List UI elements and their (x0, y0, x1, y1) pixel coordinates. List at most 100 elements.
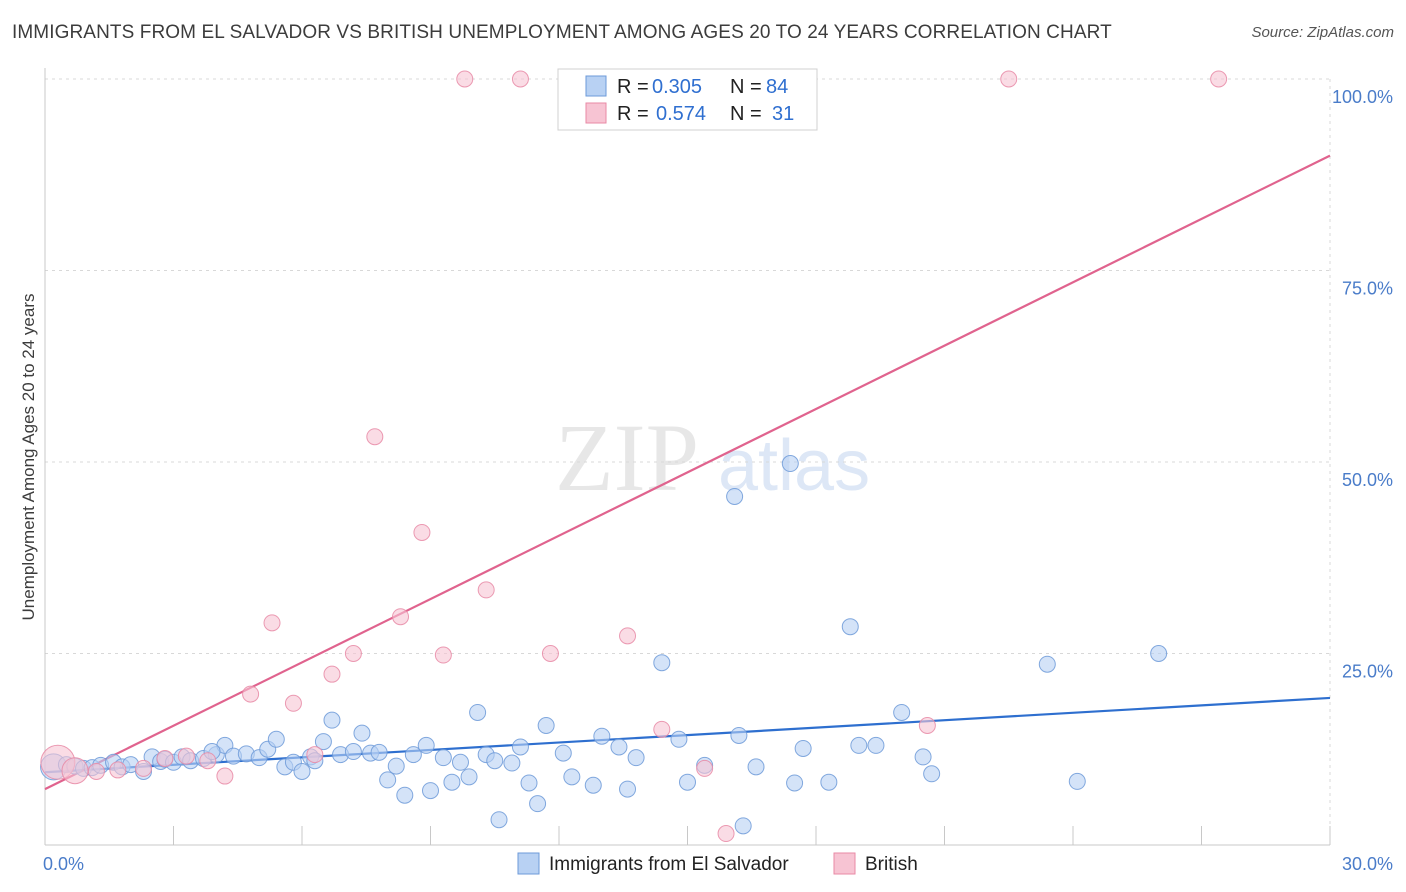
series-legend-swatch-pink (833, 852, 856, 875)
legend-r-label-blue: R = (617, 76, 649, 98)
blue-point (511, 738, 529, 756)
blue-point (593, 727, 611, 745)
blue-point (867, 736, 885, 754)
blue-point (850, 736, 868, 754)
blue-point (520, 774, 538, 792)
blue-point (267, 730, 285, 748)
y-axis-label: Unemployment Among Ages 20 to 24 years (19, 294, 38, 621)
blue-point (627, 749, 645, 767)
pink-point (918, 717, 936, 735)
blue-point (1038, 655, 1056, 673)
pink-point (619, 627, 637, 645)
pink-point (306, 746, 324, 764)
series-legend-swatch-blue (517, 852, 540, 875)
y-tick-label: 100.0% (1332, 87, 1393, 107)
pink-point (263, 614, 281, 632)
blue-point (353, 724, 371, 742)
trend-layer (44, 154, 1331, 791)
legend-n-label-blue: N = (730, 76, 762, 98)
blue-point (730, 726, 748, 744)
blue-point (794, 739, 812, 757)
blue-point (679, 773, 696, 791)
pink-point (456, 70, 474, 88)
pink-point (392, 608, 410, 626)
legend-r-value-pink: 0.574 (656, 103, 706, 125)
watermark-zip: ZIP (555, 404, 699, 511)
y-tick-label: 75.0% (1342, 279, 1393, 299)
legend-r-value-blue: 0.305 (652, 76, 702, 98)
pink-point (156, 749, 174, 767)
blue-point (396, 786, 414, 804)
legend-n-label-pink: N = (730, 103, 762, 125)
blue-point (781, 455, 799, 473)
pink-point (366, 428, 384, 446)
pink-point (87, 762, 105, 780)
blue-point (422, 782, 439, 800)
chart-title: IMMIGRANTS FROM EL SALVADOR VS BRITISH U… (12, 22, 1112, 43)
points-layer (40, 70, 1228, 843)
pink-point (109, 761, 127, 779)
pink-point (135, 759, 153, 777)
pink-point (242, 685, 260, 703)
pink-point (284, 694, 302, 712)
y-tick-label: 50.0% (1342, 470, 1393, 490)
blue-point (379, 771, 397, 789)
legend-n-value-blue: 84 (766, 76, 788, 98)
blue-point (370, 743, 388, 761)
axis-layer: 25.0% 50.0% 75.0% 100.0% 0.0% 30.0% (43, 68, 1393, 874)
blue-point (786, 774, 804, 792)
legend-swatch-pink (585, 102, 607, 124)
series-legend-label-blue: Immigrants from El Salvador (549, 854, 789, 875)
blue-point (584, 776, 602, 794)
blue-point (529, 795, 547, 813)
blue-point (1150, 645, 1168, 662)
blue-point (503, 754, 521, 772)
blue-point (323, 711, 341, 729)
legend-n-value-pink: 31 (772, 103, 794, 125)
pink-point (413, 523, 431, 541)
x-tick-label: 0.0% (43, 854, 84, 874)
series-legend-label-pink: British (865, 854, 918, 875)
blue-point (734, 817, 752, 835)
pink-point (541, 645, 559, 662)
pink-point (434, 646, 452, 664)
legend-swatch-blue (585, 75, 607, 97)
blue-point (1068, 772, 1086, 790)
blue-point (670, 730, 688, 748)
blue-point (434, 749, 452, 767)
blue-point (554, 744, 572, 762)
blue-point (344, 743, 362, 761)
pink-point (1000, 70, 1018, 88)
blue-point (893, 703, 911, 721)
blue-point (417, 736, 435, 754)
blue-point (914, 748, 932, 766)
blue-point (820, 773, 838, 791)
blue-point (610, 738, 628, 756)
trend-line-pink (44, 154, 1331, 791)
blue-point (490, 811, 508, 829)
pink-point (216, 767, 234, 785)
pink-point (511, 70, 529, 88)
blue-point (293, 762, 311, 780)
blue-point (726, 487, 744, 505)
blue-point (486, 752, 504, 770)
pink-point (199, 752, 217, 770)
blue-point (563, 768, 581, 786)
pink-point (1210, 70, 1228, 88)
blue-point (469, 703, 487, 721)
grid-layer (45, 78, 1331, 845)
blue-point (460, 768, 478, 786)
pink-point (177, 747, 195, 765)
blue-point (387, 757, 405, 775)
pink-point (61, 757, 89, 785)
blue-point (653, 654, 671, 672)
x-tick-label: 30.0% (1342, 854, 1393, 874)
correlation-legend: R = 0.305 N = 84 R = 0.574 N = 31 (557, 68, 818, 131)
series-legend: Immigrants from El Salvador British (517, 852, 918, 875)
blue-point (747, 758, 765, 776)
pink-point (653, 720, 671, 738)
chart-source: Source: ZipAtlas.com (1251, 24, 1394, 41)
pink-point (344, 645, 362, 662)
blue-point (619, 780, 637, 798)
